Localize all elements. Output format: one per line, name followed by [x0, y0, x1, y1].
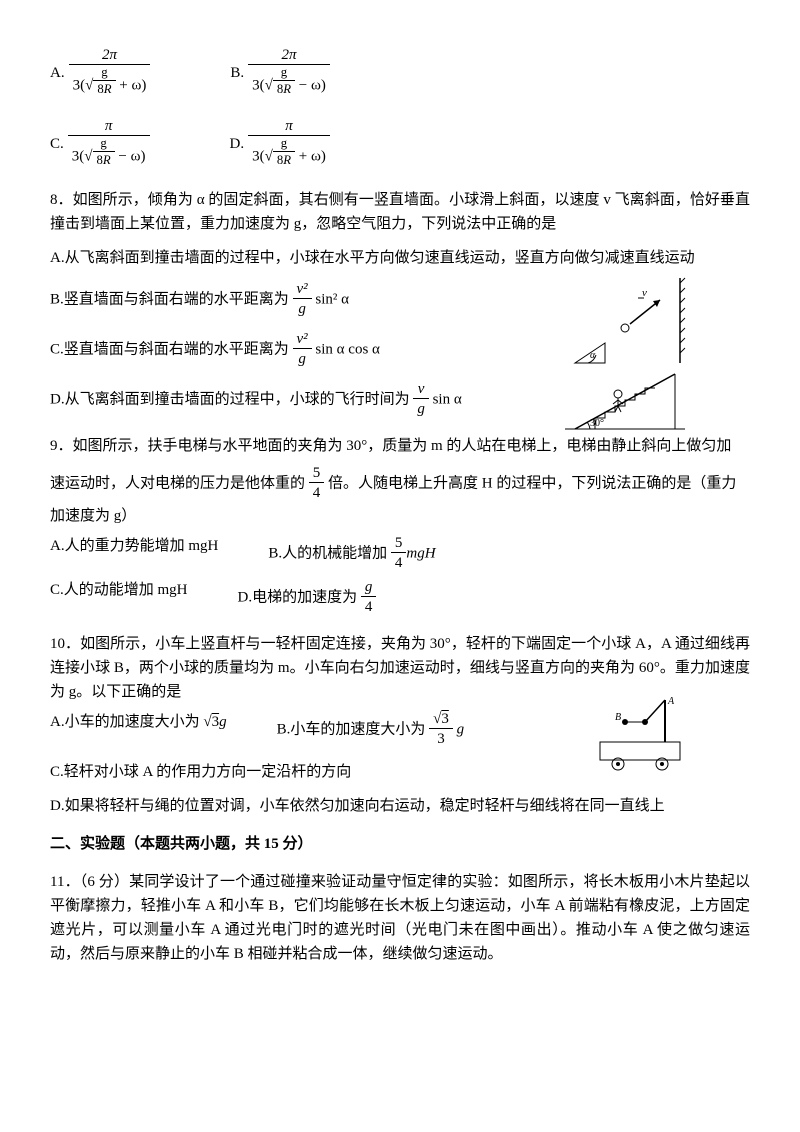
- q10-fig-b: B: [615, 712, 621, 723]
- q7-a-label: A.: [50, 61, 65, 85]
- q10: 10．如图所示，小车上竖直杆与一轻杆固定连接，夹角为 30°，轻杆的下端固定一个…: [50, 632, 750, 704]
- q7-row2: C. π 3(√g8R − ω) D. π 3(√g8R + ω): [50, 117, 750, 170]
- q9-options: A.人的重力势能增加 mgH B.人的机械能增加 54mgH C.人的动能增加 …: [50, 534, 750, 618]
- q9-number: 9．: [50, 438, 73, 454]
- q7-c-label: C.: [50, 132, 64, 156]
- q10-a: A.小车的加速度大小为 √3g: [50, 710, 227, 750]
- q11: 11．（6 分）某同学设计了一个通过碰撞来验证动量守恒定律的实验：如图所示，将长…: [50, 870, 750, 966]
- section-2-title: 二、实验题（本题共两小题，共 15 分）: [50, 832, 750, 856]
- q7-opt-b: B. 2π 3(√g8R − ω): [230, 46, 330, 99]
- q9-figure: 30°: [560, 344, 690, 442]
- q9-stem-line3: 加速度为 g）: [50, 504, 750, 528]
- q9-b: B.人的机械能增加 54mgH: [268, 534, 435, 574]
- q8: 8．如图所示，倾角为 α 的固定斜面，其右侧有一竖直墙面。小球滑上斜面，以速度 …: [50, 188, 750, 236]
- q11-stem: （6 分）某同学设计了一个通过碰撞来验证动量守恒定律的实验：如图所示，将长木板用…: [50, 874, 750, 962]
- q7-b-label: B.: [230, 61, 244, 85]
- q10-stem: 如图所示，小车上竖直杆与一轻杆固定连接，夹角为 30°，轻杆的下端固定一个小球 …: [50, 636, 750, 700]
- q10-fig-a: A: [667, 696, 675, 707]
- q9-stem-line2: 速运动时，人对电梯的压力是他体重的 54 倍。人随电梯上升高度 H 的过程中，下…: [50, 464, 750, 504]
- q8-number: 8．: [50, 192, 73, 208]
- q10-figure: A B: [590, 692, 690, 780]
- q10-d: D.如果将轻杆与绳的位置对调，小车依然匀加速向右运动，稳定时轻杆与细线将在同一直…: [50, 794, 750, 818]
- q8-a: A.从飞离斜面到撞击墙面的过程中，小球在水平方向做匀速直线运动，竖直方向做匀减速…: [50, 246, 750, 270]
- q9-a: A.人的重力势能增加 mgH: [50, 534, 218, 574]
- q11-number: 11．: [50, 874, 80, 890]
- q8-fig-v: v: [642, 287, 647, 299]
- q7-opt-c: C. π 3(√g8R − ω): [50, 117, 150, 170]
- q9-d: D.电梯的加速度为 g4: [238, 578, 377, 618]
- q7-opt-a: A. 2π 3(√g8R + ω): [50, 46, 150, 99]
- q7-opt-d: D. π 3(√g8R + ω): [230, 117, 330, 170]
- q10-b: B.小车的加速度大小为 √33 g: [277, 710, 465, 750]
- q7-row1: A. 2π 3(√g8R + ω) B. 2π 3(√g8R − ω): [50, 46, 750, 99]
- q10-number: 10．: [50, 636, 80, 652]
- q9: 9．如图所示，扶手电梯与水平地面的夹角为 30°，质量为 m 的人站在电梯上，电…: [50, 434, 750, 458]
- q9-c: C.人的动能增加 mgH: [50, 578, 188, 618]
- q9-fig-angle: 30°: [590, 418, 604, 429]
- q7-d-label: D.: [230, 132, 245, 156]
- q8-stem: 如图所示，倾角为 α 的固定斜面，其右侧有一竖直墙面。小球滑上斜面，以速度 v …: [50, 192, 750, 232]
